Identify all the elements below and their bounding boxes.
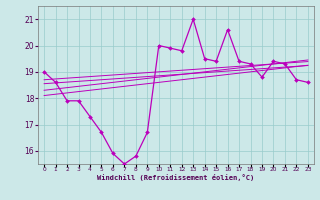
X-axis label: Windchill (Refroidissement éolien,°C): Windchill (Refroidissement éolien,°C) bbox=[97, 174, 255, 181]
